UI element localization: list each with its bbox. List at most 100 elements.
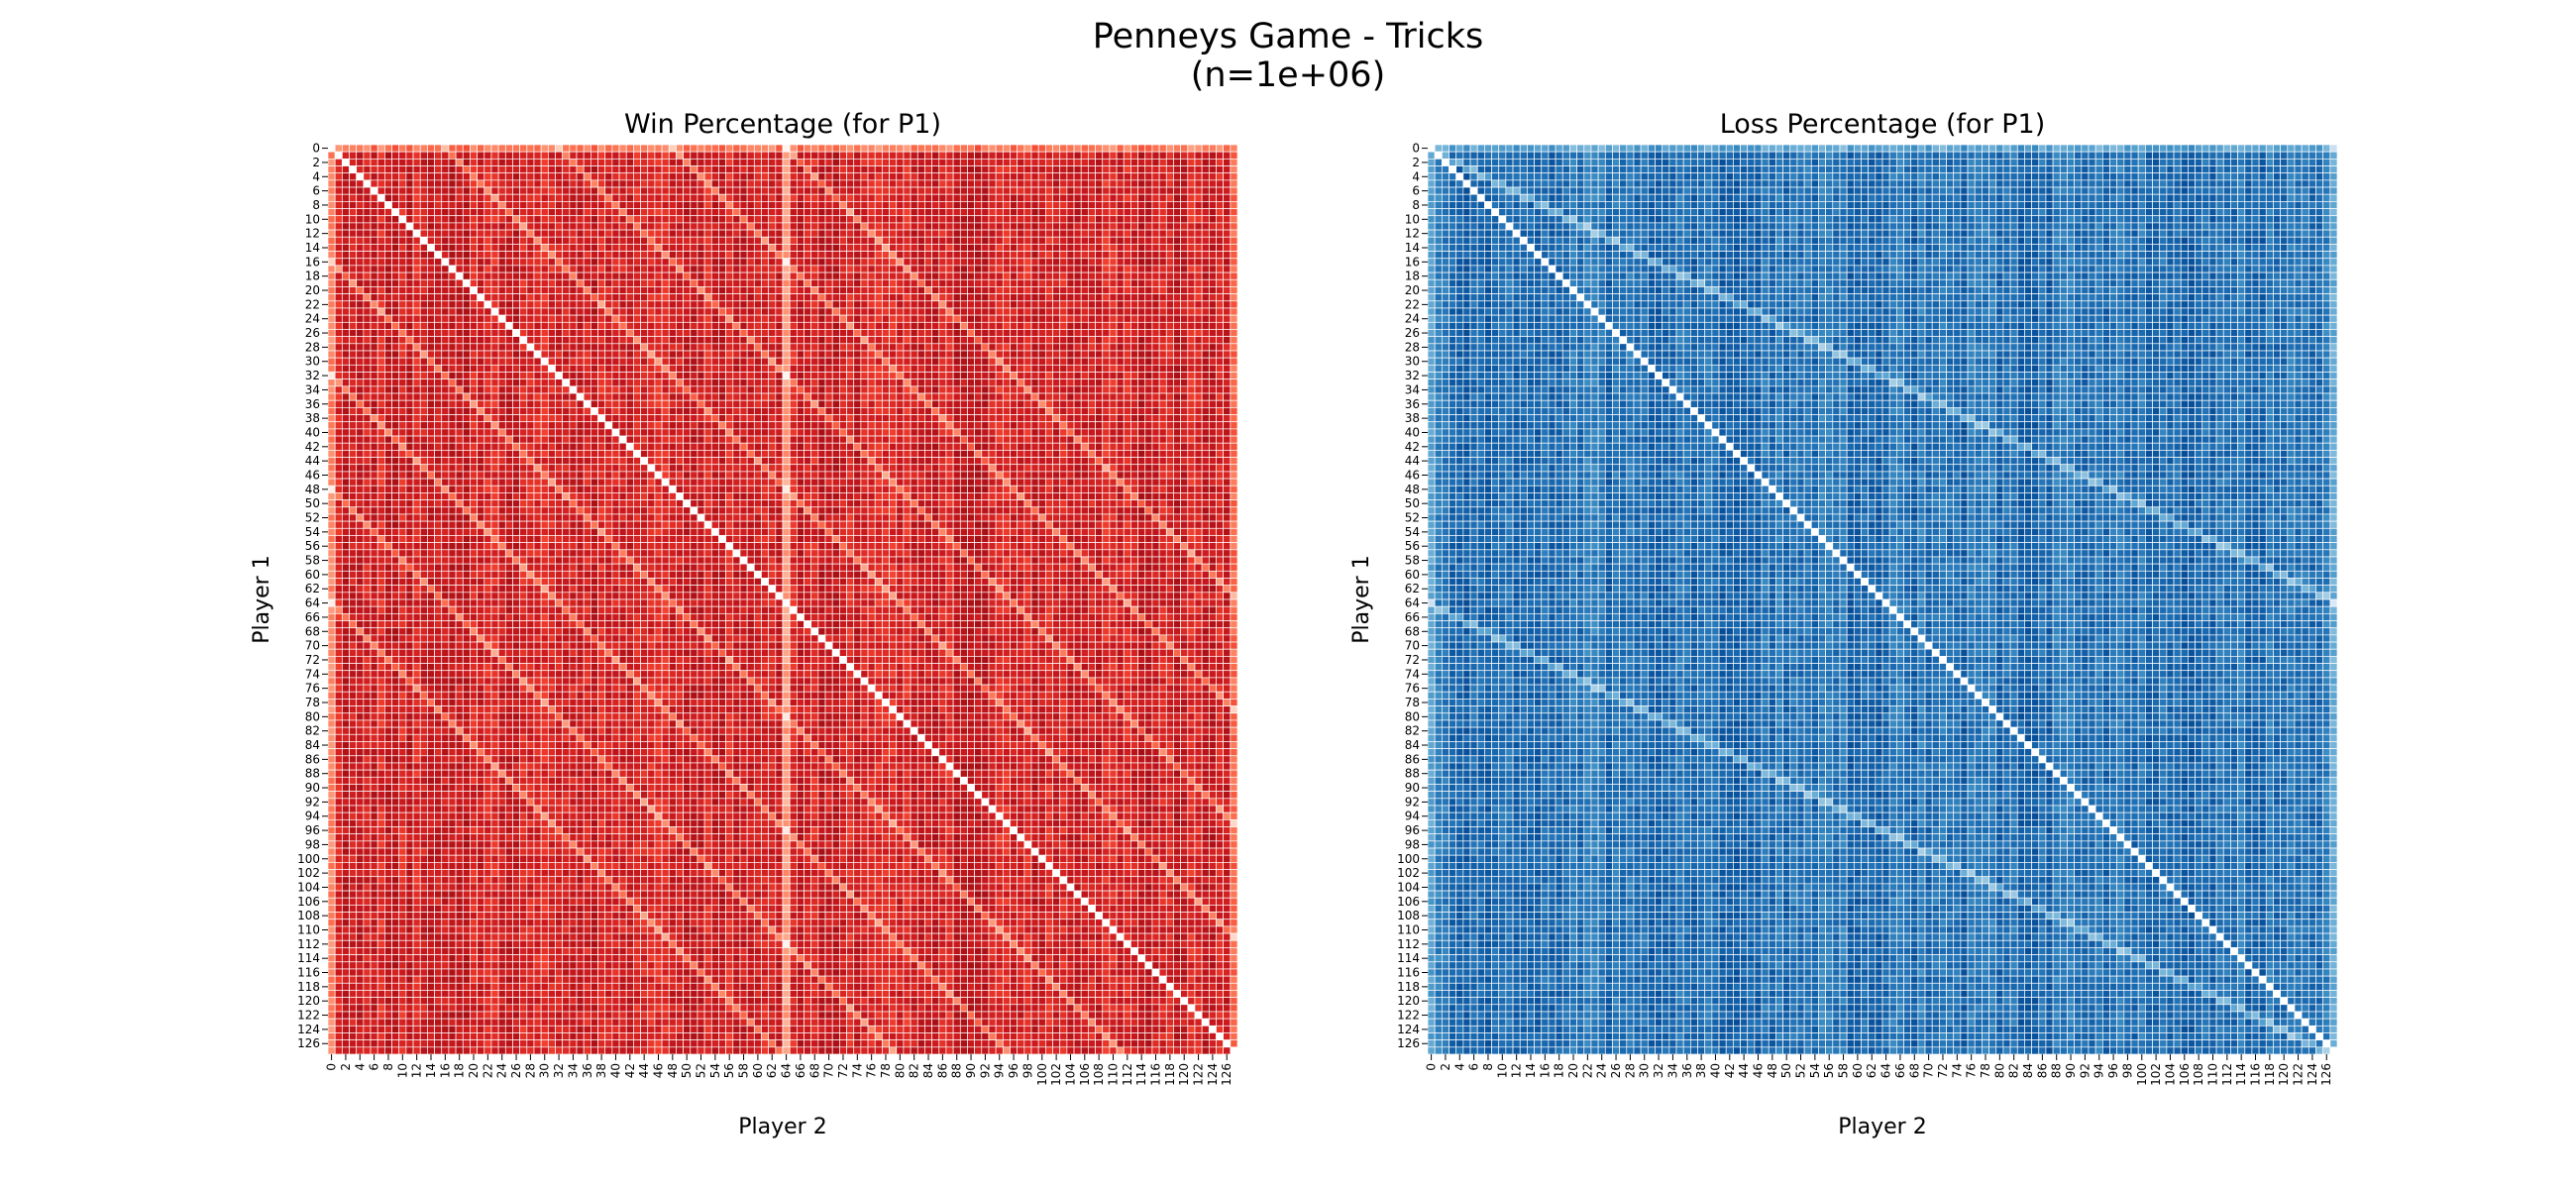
- heatmap-cell: [1102, 251, 1111, 260]
- heatmap-cell: [1151, 251, 1160, 260]
- heatmap-cell: [804, 307, 812, 316]
- heatmap-cell: [725, 357, 734, 366]
- heatmap-cell: [903, 208, 912, 217]
- heatmap-cell: [1002, 350, 1011, 359]
- heatmap-cell: [1158, 336, 1167, 345]
- heatmap-cell: [768, 350, 777, 359]
- heatmap-cell: [725, 151, 734, 160]
- heatmap-cell: [562, 307, 571, 316]
- heatmap-cell: [697, 364, 705, 373]
- heatmap-cell: [995, 222, 1004, 231]
- heatmap-cell: [753, 392, 762, 401]
- heatmap-cell: [583, 186, 591, 195]
- heatmap-cell: [547, 265, 556, 273]
- heatmap-cell: [647, 278, 656, 287]
- heatmap-cell: [611, 293, 620, 302]
- heatmap-cell: [633, 343, 641, 352]
- heatmap-cell: [1095, 251, 1104, 260]
- heatmap-cell: [1017, 392, 1025, 401]
- heatmap-cell: [710, 172, 719, 181]
- heatmap-cell: [633, 151, 641, 160]
- heatmap-cell: [789, 165, 798, 174]
- heatmap-cell: [1002, 300, 1011, 309]
- heatmap-cell: [1059, 321, 1068, 330]
- heatmap-cell: [547, 293, 556, 302]
- heatmap-cell: [1095, 329, 1104, 337]
- heatmap-cell: [1023, 251, 1032, 260]
- heatmap-cell: [504, 265, 513, 273]
- heatmap-cell: [839, 364, 847, 373]
- heatmap-cell: [959, 265, 968, 273]
- heatmap-cell: [739, 215, 748, 224]
- heatmap-cell: [661, 265, 670, 273]
- heatmap-cell: [796, 201, 805, 209]
- heatmap-cell: [483, 208, 492, 217]
- heatmap-cell: [590, 300, 598, 309]
- heatmap-cell: [1080, 222, 1089, 231]
- heatmap-cell: [945, 357, 954, 366]
- heatmap-cell: [882, 151, 890, 160]
- heatmap-cell: [1116, 222, 1125, 231]
- heatmap-cell: [916, 201, 925, 209]
- heatmap-cell: [768, 151, 777, 160]
- heatmap-cell: [725, 236, 734, 245]
- heatmap-cell: [931, 271, 940, 280]
- heatmap-cell: [710, 414, 719, 423]
- heatmap-cell: [817, 271, 826, 280]
- heatmap-cell: [1010, 350, 1019, 359]
- heatmap-cell: [1208, 151, 1217, 160]
- heatmap-cell: [1201, 165, 1210, 174]
- heatmap-cell: [1030, 193, 1039, 202]
- heatmap-cell: [1180, 229, 1189, 238]
- heatmap-cell: [569, 343, 578, 352]
- heatmap-cell: [1230, 215, 1238, 224]
- heatmap-cell: [683, 186, 692, 195]
- heatmap-cell: [824, 271, 833, 280]
- heatmap-cell: [334, 372, 343, 380]
- heatmap-cell: [441, 343, 450, 352]
- heatmap-cell: [349, 385, 358, 394]
- heatmap-cell: [1144, 208, 1153, 217]
- heatmap-cell: [703, 364, 712, 373]
- heatmap-cell: [363, 144, 372, 153]
- heatmap-cell: [753, 193, 762, 202]
- heatmap-cell: [547, 151, 556, 160]
- heatmap-cell: [370, 229, 378, 238]
- heatmap-cell: [1045, 151, 1053, 160]
- heatmap-cell: [1030, 165, 1039, 174]
- heatmap-cell: [654, 414, 663, 423]
- heatmap-cell: [988, 278, 997, 287]
- heatmap-cell: [1002, 144, 1011, 153]
- heatmap-cell: [810, 201, 819, 209]
- heatmap-cell: [576, 336, 585, 345]
- win-heatmap-title: Win Percentage (for P1): [624, 109, 941, 140]
- heatmap-cell: [1045, 364, 1053, 373]
- heatmap-cell: [974, 271, 983, 280]
- heatmap-cell: [916, 343, 925, 352]
- heatmap-cell: [398, 236, 407, 245]
- heatmap-cell: [583, 179, 591, 188]
- heatmap-cell: [839, 350, 847, 359]
- heatmap-cell: [384, 165, 392, 174]
- heatmap-cell: [547, 215, 556, 224]
- heatmap-cell: [376, 179, 385, 188]
- heatmap-cell: [768, 307, 777, 316]
- heatmap-cell: [718, 193, 726, 202]
- heatmap-cell: [405, 399, 414, 408]
- heatmap-cell: [555, 265, 564, 273]
- heatmap-cell: [1180, 414, 1189, 423]
- heatmap-cell: [746, 300, 755, 309]
- heatmap-cell: [1158, 229, 1167, 238]
- heatmap-cell: [839, 265, 847, 273]
- heatmap-cell: [462, 172, 471, 181]
- heatmap-cell: [562, 336, 571, 345]
- heatmap-cell: [896, 208, 905, 217]
- heatmap-cell: [782, 172, 791, 181]
- heatmap-cell: [817, 378, 826, 387]
- heatmap-cell: [504, 407, 513, 415]
- heatmap-cell: [1030, 172, 1039, 181]
- heatmap-cell: [405, 222, 414, 231]
- heatmap-cell: [768, 343, 777, 352]
- heatmap-cell: [889, 215, 898, 224]
- heatmap-cell: [995, 407, 1004, 415]
